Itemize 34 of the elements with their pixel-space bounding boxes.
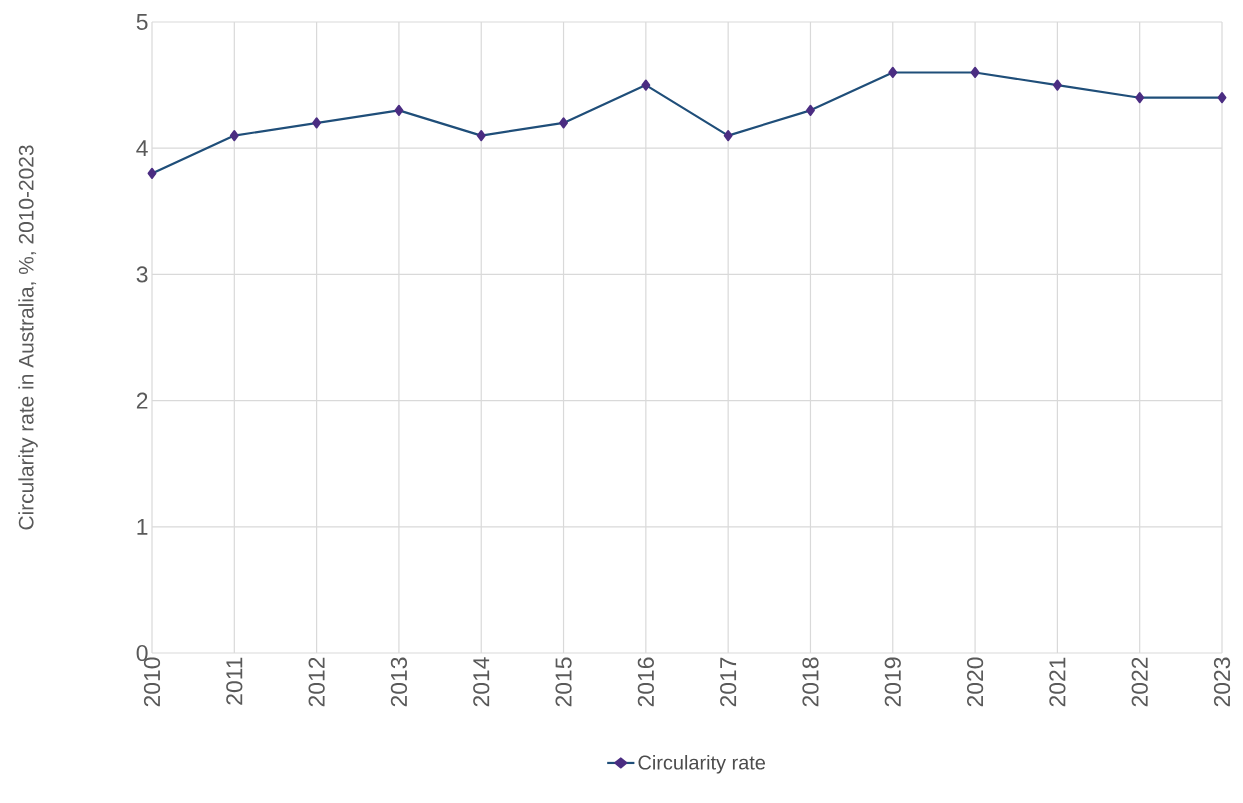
point <box>723 129 733 142</box>
y-tick-label: 5 <box>136 14 148 30</box>
x-tick-label: 2012 <box>308 657 325 707</box>
point <box>1217 92 1227 104</box>
legend-label: Circularity rate <box>638 754 765 774</box>
point <box>641 79 651 91</box>
point <box>1135 92 1145 104</box>
x-tick-label: 2017 <box>720 657 737 707</box>
point <box>229 129 239 142</box>
y-tick-label: 1 <box>137 518 148 535</box>
x-tick-label: 2011 <box>226 657 243 705</box>
x-tick-label: 2019 <box>884 657 901 707</box>
y-tick-label: 4 <box>136 140 148 157</box>
x-tick-label: 2015 <box>555 657 572 707</box>
point <box>888 66 898 79</box>
point <box>806 104 815 116</box>
x-tick-label: 2013 <box>390 657 408 707</box>
x-tick-label: 2016 <box>637 657 654 707</box>
point <box>559 117 569 129</box>
y-axis-title: Circularity rate in Australia, %, 2010-2023 <box>18 145 38 530</box>
point <box>147 167 157 180</box>
x-tick-label: 2020 <box>966 657 984 707</box>
point <box>394 104 404 116</box>
point <box>970 66 980 79</box>
y-tick-label: 3 <box>136 266 148 283</box>
point <box>312 117 322 129</box>
x-tick-label: 2018 <box>802 657 819 707</box>
x-tick-label: 2023 <box>1213 657 1231 707</box>
x-tick-label: 2021 <box>1049 657 1066 707</box>
x-tick-label: 2022 <box>1131 657 1148 707</box>
point <box>1052 79 1062 91</box>
y-tick-label: 2 <box>136 392 148 409</box>
x-tick-label: 2014 <box>473 657 490 707</box>
point <box>476 129 486 142</box>
